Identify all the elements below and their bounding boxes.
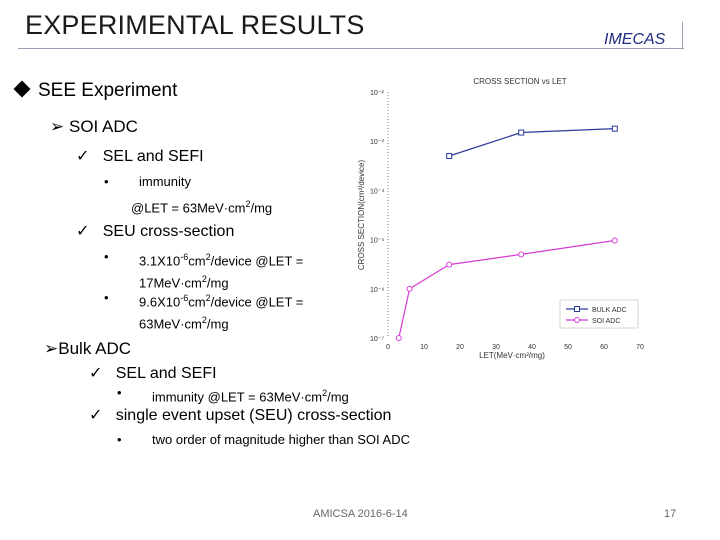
x-tick-label: 0: [386, 344, 390, 351]
diamond-bullet-icon: [13, 80, 31, 98]
cross-section-chart: CROSS SECTION vs LET 0 10 20 30 40 50 60 70 10⁻²…: [357, 77, 644, 360]
data-point: [611, 125, 618, 132]
legend-marker: [574, 317, 580, 323]
y-tick-label: 10⁻⁴: [370, 188, 385, 195]
check-bullet-icon: ✓: [76, 146, 90, 165]
dot-bullet-icon: •: [104, 174, 109, 189]
check-bullet-icon: ✓: [89, 405, 103, 424]
soi-seu-label: SEU cross-section: [102, 223, 235, 240]
arrow-bullet-icon: ➢: [44, 339, 59, 359]
header-vertical-divider: [682, 22, 683, 49]
bulk-sel-bullet: •: [117, 385, 122, 400]
soi-sel-detail-line1: immunity: [139, 174, 192, 189]
legend-marker: [574, 306, 580, 312]
chart-title: CROSS SECTION vs LET: [473, 77, 566, 86]
soi-adc-item: ➢ SOI ADC: [50, 117, 138, 137]
bulk-seu-bullet: •: [117, 432, 122, 447]
data-point: [446, 261, 453, 268]
check-bullet-icon: ✓: [76, 221, 90, 240]
x-tick-label: 60: [600, 344, 608, 351]
chart-ticks: 0 10 20 30 40 50 60 70 10⁻² 10⁻³ 10⁻⁴ 10⁻⁵ 10⁻⁶ 10⁻⁷: [370, 90, 644, 351]
bulk-seu-detail: two order of magnitude higher than SOI A…: [152, 432, 410, 447]
legend-label: SOI ADC: [592, 318, 620, 325]
x-tick-label: 70: [636, 344, 644, 351]
soi-seu-item: ✓ SEU cross-section: [76, 221, 234, 241]
y-axis-label: CROSS SECTION(cm²/device): [357, 160, 366, 271]
soi-seu-bullet-2: •: [104, 290, 109, 305]
soi-adc-label: SOI ADC: [68, 117, 138, 136]
y-tick-label: 10⁻⁵: [370, 238, 384, 245]
soi-seu-detail-1: 3.1X10-6cm2/device @LET = 17MeV·cm2/mg: [139, 252, 304, 291]
data-point: [518, 251, 525, 258]
soi-sel-detail-line2: @LET = 63MeV·cm2/mg: [131, 199, 273, 216]
soi-sel-label: SEL and SEFI: [102, 148, 204, 165]
soi-seu-bullet-1: •: [104, 249, 109, 264]
section-heading: SEE Experiment: [13, 80, 178, 102]
page-number: 17: [664, 508, 677, 520]
x-tick-label: 40: [528, 344, 536, 351]
y-tick-label: 10⁻⁶: [370, 287, 384, 294]
soi-sel-item: ✓ SEL and SEFI: [76, 146, 204, 166]
header-divider: [18, 48, 684, 49]
data-point: [406, 285, 413, 292]
legend-box: [559, 299, 639, 329]
chart-legend: BULK ADC SOI ADC: [559, 299, 639, 329]
soi-seu-detail-2: 9.6X10-6cm2/device @LET = 63MeV·cm2/mg: [139, 293, 304, 332]
data-point: [446, 153, 453, 160]
bulk-sel-label: SEL and SEFI: [115, 365, 217, 382]
section-heading-text: SEE Experiment: [38, 80, 178, 101]
x-axis-label: LET(MeV·cm²/mg): [479, 351, 545, 360]
y-tick-label: 10⁻²: [370, 90, 384, 97]
bulk-adc-label: Bulk ADC: [58, 339, 131, 358]
bulk-seu-label: single event upset (SEU) cross-section: [115, 407, 392, 424]
organization-label: IMECAS: [604, 31, 666, 48]
y-tick-label: 10⁻³: [370, 139, 384, 146]
x-tick-label: 30: [492, 344, 500, 351]
bulk-adc-item: ➢Bulk ADC: [44, 339, 131, 359]
page-title: EXPERIMENTAL RESULTS: [25, 10, 365, 40]
bulk-seu-item: ✓ single event upset (SEU) cross-section: [89, 405, 391, 425]
data-point: [518, 129, 525, 136]
soi-sel-bullet: •: [104, 173, 109, 191]
data-point: [611, 237, 618, 244]
bulk-sel-item: ✓ SEL and SEFI: [89, 363, 217, 383]
series-line-bulk-adc: [449, 128, 615, 157]
legend-label: BULK ADC: [592, 307, 627, 314]
chart-series: [395, 125, 618, 341]
bulk-sel-detail: immunity @LET = 63MeV·cm2/mg: [152, 388, 349, 405]
check-bullet-icon: ✓: [89, 363, 103, 382]
y-tick-label: 10⁻⁷: [370, 336, 384, 343]
arrow-bullet-icon: ➢: [50, 117, 65, 137]
x-tick-label: 10: [420, 344, 428, 351]
x-tick-label: 50: [564, 344, 572, 351]
footer-text: AMICSA 2016-6-14: [313, 508, 408, 520]
x-tick-label: 20: [456, 344, 464, 351]
data-point: [395, 335, 402, 341]
